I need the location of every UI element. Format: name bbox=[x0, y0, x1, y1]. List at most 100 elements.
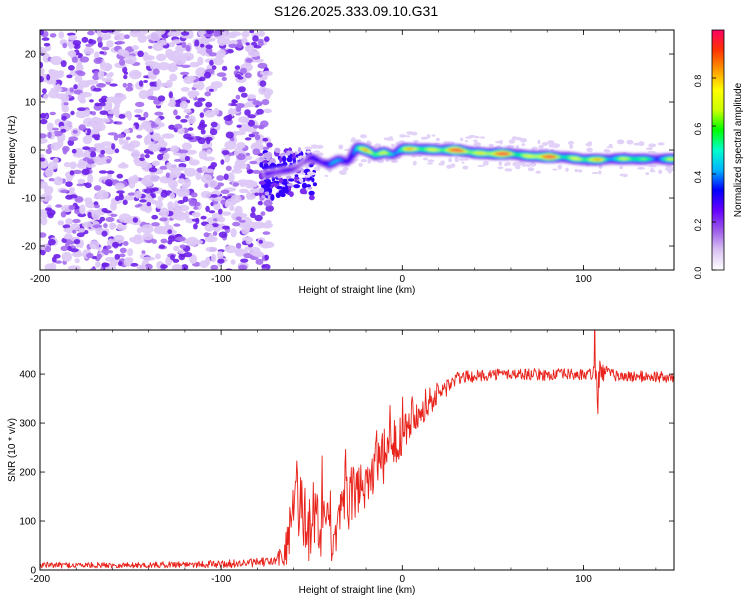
halo-dot bbox=[648, 164, 657, 168]
noise-blob bbox=[243, 117, 250, 124]
halo-dot bbox=[531, 147, 536, 152]
noise-blob bbox=[81, 36, 89, 43]
noise-blob bbox=[89, 99, 94, 103]
noise-blob bbox=[142, 232, 154, 241]
noise-blob bbox=[171, 50, 178, 55]
noise-blob bbox=[188, 159, 200, 166]
halo-dot bbox=[313, 166, 321, 171]
halo-dot bbox=[473, 142, 482, 147]
noise-blob bbox=[61, 94, 70, 103]
noise-blob bbox=[266, 142, 273, 148]
noise-blob bbox=[154, 253, 161, 260]
halo-dot bbox=[546, 140, 555, 145]
noise-blob bbox=[144, 60, 156, 67]
noise-blob bbox=[205, 47, 213, 54]
noise-blob bbox=[301, 182, 308, 189]
noise-blob bbox=[174, 123, 183, 129]
halo-dot bbox=[512, 162, 521, 167]
halo-dot bbox=[650, 168, 654, 171]
halo-dot bbox=[299, 172, 306, 175]
noise-blob bbox=[78, 228, 86, 233]
noise-blob bbox=[40, 30, 44, 36]
noise-blob bbox=[225, 245, 237, 254]
noise-blob bbox=[173, 223, 181, 227]
halo-dot bbox=[622, 173, 628, 178]
noise-blob bbox=[230, 228, 237, 238]
noise-blob bbox=[172, 258, 180, 263]
noise-blob bbox=[245, 58, 253, 63]
noise-blob bbox=[286, 150, 291, 156]
noise-blob bbox=[247, 94, 256, 100]
noise-blob bbox=[240, 92, 248, 98]
noise-blob bbox=[133, 234, 143, 240]
noise-blob bbox=[73, 239, 81, 245]
noise-blob bbox=[193, 206, 199, 210]
snr-panel: -200 -100 0 100 0 100 200 300 400 Height of stra… bbox=[7, 329, 675, 596]
noise-blob bbox=[216, 72, 227, 77]
noise-blob bbox=[225, 131, 234, 139]
noise-blob bbox=[209, 88, 214, 92]
noise-blob bbox=[86, 252, 94, 259]
noise-blob bbox=[209, 128, 218, 136]
noise-blob bbox=[68, 65, 75, 71]
noise-blob bbox=[117, 133, 125, 139]
halo-dot bbox=[459, 137, 464, 142]
noise-blob bbox=[200, 46, 207, 57]
noise-blob bbox=[48, 89, 59, 99]
noise-blob bbox=[206, 30, 214, 35]
noise-blob bbox=[79, 56, 90, 63]
noise-blob bbox=[138, 89, 149, 100]
snr-x-axis-label: Height of straight line (km) bbox=[299, 585, 416, 596]
noise-blob bbox=[158, 244, 165, 249]
noise-blob bbox=[182, 196, 189, 203]
halo-dot bbox=[338, 144, 344, 150]
noise-blob bbox=[144, 194, 152, 202]
noise-blob bbox=[217, 36, 227, 47]
noise-blob bbox=[55, 83, 61, 93]
noise-blob bbox=[261, 99, 270, 106]
noise-blob bbox=[186, 136, 194, 140]
noise-blob bbox=[203, 156, 216, 162]
noise-blob bbox=[286, 183, 293, 187]
noise-blob bbox=[223, 173, 229, 181]
noise-blob bbox=[293, 176, 300, 180]
noise-blob bbox=[154, 117, 162, 125]
noise-blob bbox=[149, 174, 160, 183]
noise-blob bbox=[66, 74, 73, 79]
noise-blob bbox=[224, 154, 231, 163]
noise-blob bbox=[204, 71, 211, 79]
halo-dot bbox=[557, 164, 563, 170]
halo-dot bbox=[458, 158, 466, 161]
noise-blob bbox=[254, 134, 261, 141]
noise-blob bbox=[194, 101, 203, 108]
noise-blob bbox=[45, 148, 52, 155]
noise-blob bbox=[100, 149, 106, 155]
noise-blob bbox=[169, 99, 176, 108]
noise-blob bbox=[200, 129, 206, 135]
halo-dot bbox=[298, 157, 302, 160]
noise-blob bbox=[83, 47, 95, 55]
noise-blob bbox=[264, 182, 271, 188]
noise-blob bbox=[175, 115, 181, 120]
noise-blob bbox=[41, 37, 50, 41]
noise-blob bbox=[63, 234, 73, 240]
figure-title: S126.2025.333.09.10.G31 bbox=[274, 3, 438, 19]
noise-blob bbox=[127, 192, 137, 196]
noise-blob bbox=[107, 115, 114, 119]
noise-blob bbox=[150, 122, 155, 129]
noise-blob bbox=[60, 211, 67, 218]
noise-blob bbox=[237, 76, 244, 80]
noise-blob bbox=[199, 76, 206, 82]
noise-blob bbox=[230, 194, 242, 204]
noise-blob bbox=[156, 53, 167, 62]
noise-blob bbox=[46, 122, 54, 132]
noise-blob bbox=[91, 209, 101, 220]
noise-blob bbox=[255, 258, 264, 265]
noise-blob bbox=[151, 239, 157, 244]
halo-dot bbox=[367, 159, 371, 164]
noise-blob bbox=[235, 103, 245, 109]
snr-frame bbox=[39, 329, 675, 571]
halo-dot bbox=[608, 143, 613, 148]
noise-blob bbox=[84, 197, 93, 204]
noise-blob bbox=[111, 143, 116, 150]
